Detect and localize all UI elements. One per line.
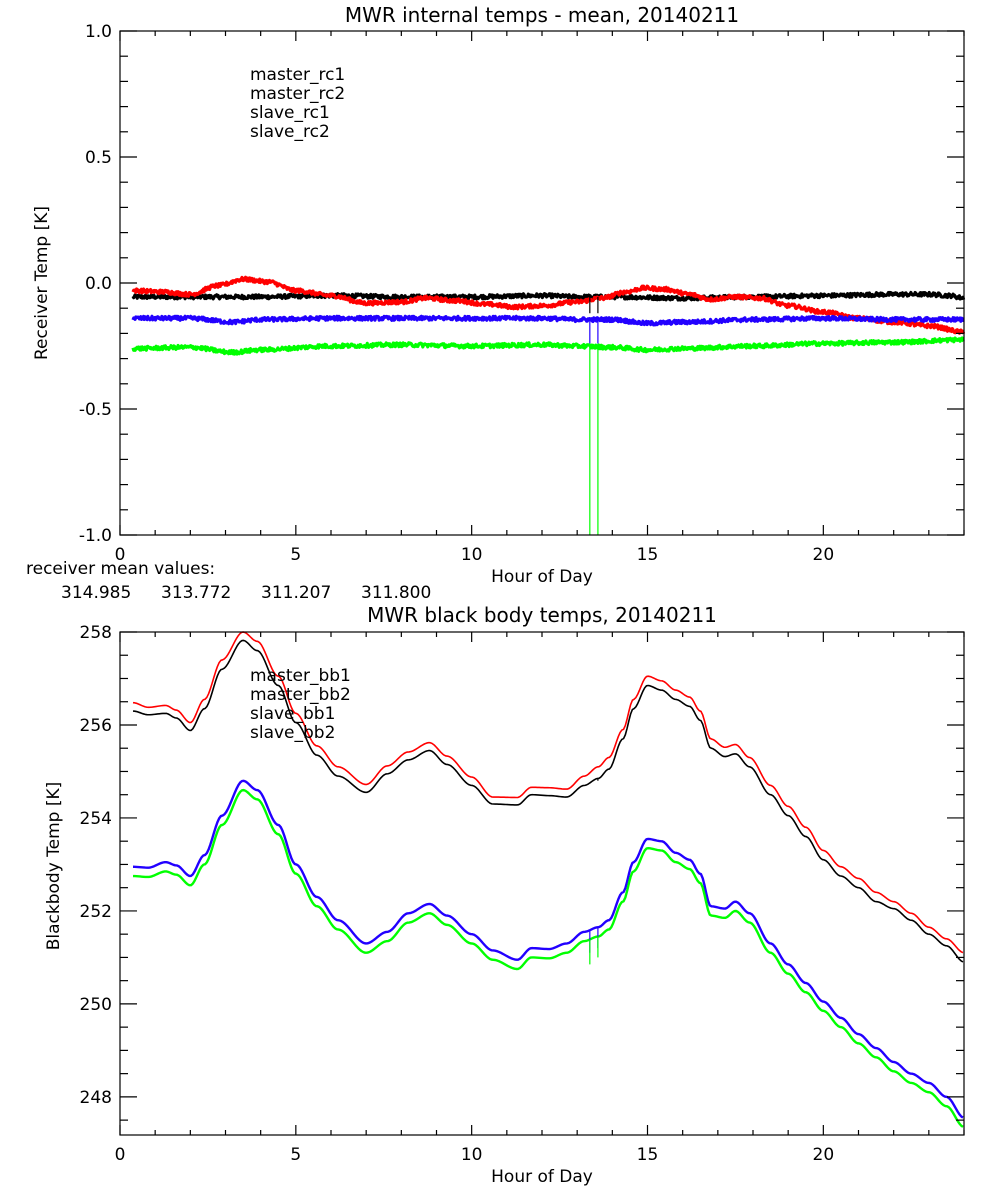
legend-entry-slave-rc2: slave_rc2 xyxy=(250,122,330,142)
y-tick-label: 256 xyxy=(80,716,112,736)
legend: master_rc1 master_rc2 slave_rc1 slave_rc… xyxy=(250,65,345,142)
series-line-slave-rc2 xyxy=(131,336,965,356)
series-layer xyxy=(131,275,966,535)
axes-layer: 0 5 10 15 20 -1.0 -0.5 0.0 0.5 1.0 xyxy=(79,22,965,565)
x-tick-label: 15 xyxy=(637,545,659,565)
y-tick-label: 252 xyxy=(80,902,112,922)
series-line-slave-bb1 xyxy=(132,779,964,1119)
legend-entry-slave-rc1: slave_rc1 xyxy=(250,103,330,123)
x-tick-label: 10 xyxy=(461,545,483,565)
legend-entry-master-rc1: master_rc1 xyxy=(250,65,345,85)
chart-title: MWR black body temps, 20140211 xyxy=(367,603,717,627)
annotation-label: receiver mean values: xyxy=(26,559,215,579)
legend-entry-master-bb1: master_bb1 xyxy=(250,666,351,686)
y-tick-label: 0.0 xyxy=(85,274,112,294)
legend-entry-master-bb2: master_bb2 xyxy=(250,685,351,705)
y-axis-label: Blackbody Temp [K] xyxy=(44,782,64,951)
x-tick-label: 20 xyxy=(813,545,835,565)
x-tick-label: 5 xyxy=(290,1145,301,1165)
x-axis-label: Hour of Day xyxy=(491,1167,593,1187)
chart-title: MWR internal temps - mean, 20140211 xyxy=(345,3,739,27)
plot-frame xyxy=(119,30,965,536)
legend-entry-slave-bb1: slave_bb1 xyxy=(250,704,335,724)
series-line-master-rc2 xyxy=(131,275,966,335)
blackbody-temps-plot: MWR black body temps, 20140211 0 5 10 15 20 2… xyxy=(44,603,965,1187)
y-tick-label: 248 xyxy=(80,1088,112,1108)
series-line-master-rc1 xyxy=(131,290,966,302)
y-tick-label: -1.0 xyxy=(79,526,112,546)
y-tick-label: 1.0 xyxy=(85,22,112,42)
axes-layer: 0 5 10 15 20 248 250 252 254 256 258 xyxy=(80,623,965,1165)
legend-entry-slave-bb2: slave_bb2 xyxy=(250,723,335,743)
mean-value-master-rc2: 313.772 xyxy=(161,583,231,603)
series-line-slave-bb2 xyxy=(132,788,964,1128)
legend: master_bb1 master_bb2 slave_bb1 slave_bb… xyxy=(250,666,351,743)
x-tick-label: 0 xyxy=(115,1145,126,1165)
y-tick-label: 250 xyxy=(80,995,112,1015)
series-line-master-bb1 xyxy=(132,639,964,963)
x-tick-label: 0 xyxy=(115,545,126,565)
y-tick-label: 254 xyxy=(80,809,112,829)
x-tick-label: 15 xyxy=(637,1145,659,1165)
x-tick-label: 10 xyxy=(461,1145,483,1165)
receiver-mean-annotation: receiver mean values: 314.985 313.772 31… xyxy=(26,559,431,603)
y-axis-label: Receiver Temp [K] xyxy=(32,206,52,360)
series-layer xyxy=(132,631,964,1128)
plot-frame xyxy=(119,631,965,1136)
mean-value-slave-rc2: 311.800 xyxy=(361,583,431,603)
x-axis-label: Hour of Day xyxy=(491,567,593,587)
mean-value-master-rc1: 314.985 xyxy=(61,583,131,603)
mean-value-slave-rc1: 311.207 xyxy=(261,583,331,603)
series-line-master-bb2 xyxy=(132,631,964,954)
x-tick-label: 5 xyxy=(290,545,301,565)
x-tick-label: 20 xyxy=(813,1145,835,1165)
receiver-temps-plot: MWR internal temps - mean, 20140211 0 5 10… xyxy=(26,3,966,603)
y-tick-label: 0.5 xyxy=(85,148,112,168)
legend-entry-master-rc2: master_rc2 xyxy=(250,84,345,104)
y-tick-label: 258 xyxy=(80,623,112,643)
series-line-slave-rc1 xyxy=(131,314,965,327)
y-tick-label: -0.5 xyxy=(79,400,112,420)
